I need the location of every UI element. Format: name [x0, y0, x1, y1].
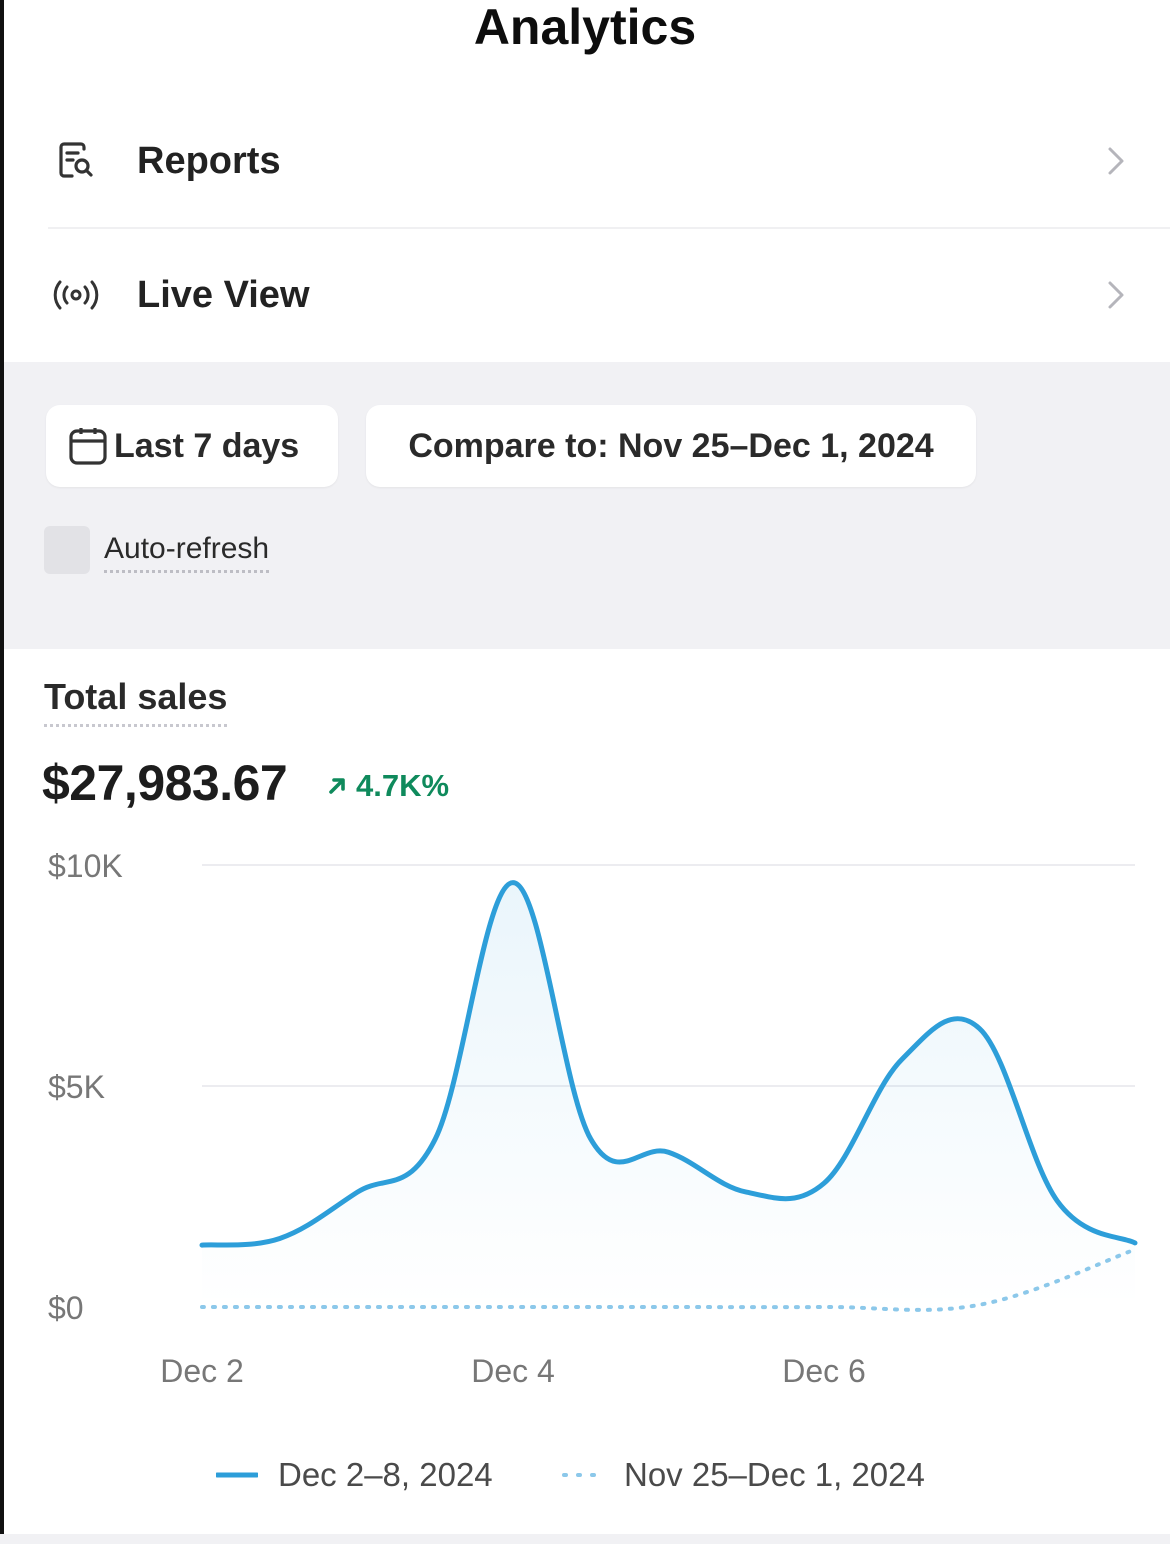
total-sales-chart: $10K $5K $0 Dec 2 Dec 4 Dec 6	[48, 848, 1138, 1389]
auto-refresh-label[interactable]: Auto-refresh	[104, 532, 270, 573]
chevron-right-icon	[1108, 147, 1124, 175]
legend-swatch-solid	[216, 1472, 258, 1478]
filters-panel: Last 7 days Compare to: Nov 25–Dec 1, 20…	[4, 362, 1170, 649]
y-tick-label: $0	[48, 1290, 84, 1326]
metric-change: 4.7K%	[326, 768, 449, 804]
legend-label-current: Dec 2–8, 2024	[278, 1456, 493, 1493]
x-tick-label: Dec 6	[782, 1353, 866, 1389]
metric-title[interactable]: Total sales	[44, 676, 228, 727]
metric-change-value: 4.7K%	[356, 768, 450, 803]
page-title: Analytics	[473, 0, 697, 55]
metric-value: $27,983.67	[42, 755, 288, 811]
date-range-label: Last 7 days	[114, 426, 300, 465]
nav-label-live-view: Live View	[137, 273, 310, 316]
series-current-area	[202, 882, 1135, 1307]
legend-swatch-dotted	[562, 1473, 604, 1477]
x-tick-label: Dec 2	[160, 1353, 244, 1389]
chart-legend: Dec 2–8, 2024 Nov 25–Dec 1, 2024	[0, 1450, 1170, 1510]
compare-to-button[interactable]: Compare to: Nov 25–Dec 1, 2024	[366, 405, 976, 487]
date-range-button[interactable]: Last 7 days	[46, 405, 338, 487]
auto-refresh-checkbox[interactable]	[44, 526, 90, 574]
legend-item-previous[interactable]: Nov 25–Dec 1, 2024	[562, 1456, 925, 1494]
calendar-icon	[69, 428, 107, 465]
legend-item-current[interactable]: Dec 2–8, 2024	[216, 1456, 493, 1494]
chevron-right-icon	[1108, 281, 1124, 309]
bottom-strip	[0, 1534, 1170, 1544]
nav-divider	[48, 227, 1170, 229]
reports-search-icon	[52, 137, 100, 185]
nav-row-live-view[interactable]: Live View	[4, 228, 1170, 362]
y-tick-label: $10K	[48, 848, 123, 884]
window-edge	[0, 0, 4, 1544]
legend-label-previous: Nov 25–Dec 1, 2024	[624, 1456, 925, 1493]
nav-row-reports[interactable]: Reports	[4, 94, 1170, 228]
x-tick-label: Dec 4	[471, 1353, 555, 1389]
y-tick-label: $5K	[48, 1069, 105, 1105]
arrow-up-right-icon	[329, 778, 345, 794]
broadcast-icon	[52, 271, 100, 319]
series-current-line	[199, 880, 1138, 1248]
compare-to-label: Compare to: Nov 25–Dec 1, 2024	[408, 426, 934, 465]
nav-label-reports: Reports	[137, 139, 281, 182]
